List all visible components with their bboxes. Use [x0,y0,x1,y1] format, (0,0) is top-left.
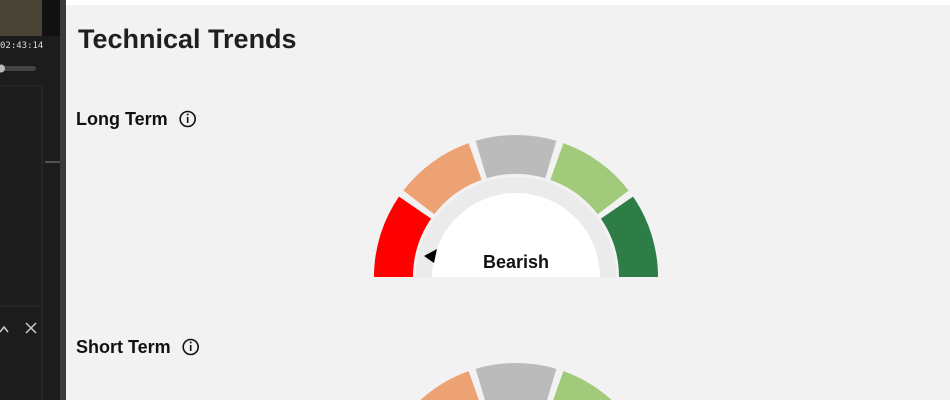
section-label: Long Term [76,109,168,129]
sidebar [0,0,62,400]
splitter[interactable] [60,0,66,400]
gauge-segment [374,196,432,277]
page-title: Technical Trends [78,24,297,54]
trend-section: Long Term Bearish [76,109,658,277]
timestamp: 02:43:14 [0,41,43,51]
gauge-needle [424,249,437,263]
video-thumbnail[interactable] [0,0,42,36]
collapse-icon[interactable] [0,325,9,333]
info-icon-dot [186,113,189,116]
gauge-segment [550,143,629,215]
slider-thumb[interactable] [0,64,5,73]
thumbnail-edge [42,0,62,36]
section-label: Short Term [76,337,171,357]
trend-section: Short Term [76,337,612,400]
gauge-segment [420,371,479,400]
top-strip [66,0,950,5]
gauge-segment [403,143,482,215]
gauge-track [416,177,616,277]
gauge-label: Bearish [483,252,549,272]
info-icon[interactable] [182,338,199,356]
slider-track[interactable] [0,66,36,71]
gauge-segment [553,371,612,400]
gauge-center [432,193,600,277]
close-icon[interactable] [25,322,37,334]
gauge-segment [600,196,658,277]
info-icon-dot [189,341,192,344]
gauge-segment [475,363,557,400]
info-icon[interactable] [179,110,196,128]
gauge-segment [475,135,557,179]
